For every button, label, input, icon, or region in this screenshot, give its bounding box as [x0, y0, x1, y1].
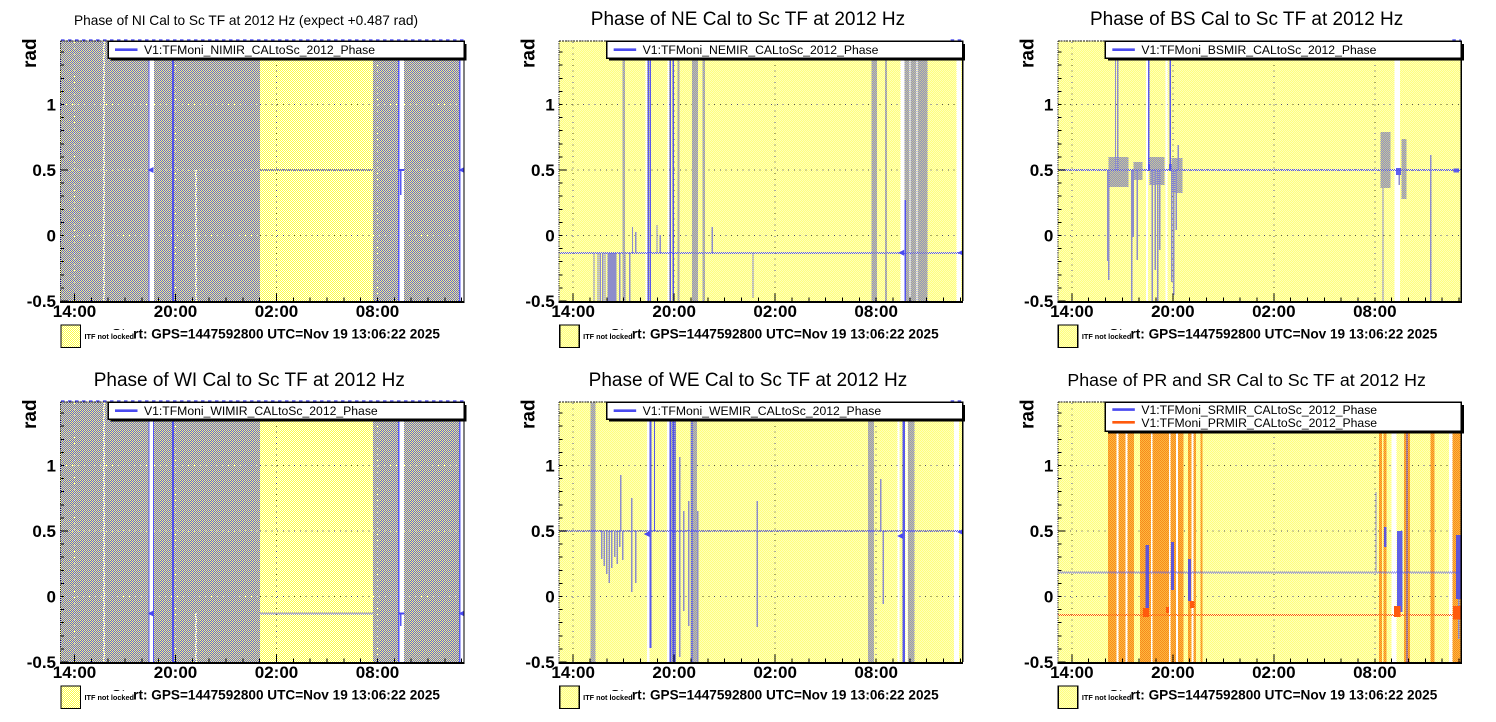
- svg-text:0: 0: [545, 588, 554, 607]
- svg-text:V1:TFMoni_WEMIR_CALtoSc_2012_P: V1:TFMoni_WEMIR_CALtoSc_2012_Phase: [643, 404, 882, 418]
- svg-text:02:00: 02:00: [255, 663, 298, 682]
- svg-text:02:00: 02:00: [1252, 302, 1295, 321]
- svg-text:20:00: 20:00: [154, 302, 197, 321]
- svg-text:0: 0: [1044, 588, 1053, 607]
- svg-text:08:00: 08:00: [854, 663, 897, 682]
- svg-text:20:00: 20:00: [1151, 663, 1194, 682]
- svg-text:Start: GPS=1447592800 UTC=Nov: Start: GPS=1447592800 UTC=Nov 19 13:06:2…: [112, 688, 440, 703]
- svg-text:0: 0: [47, 588, 56, 607]
- svg-text:rad: rad: [1017, 38, 1038, 68]
- svg-text:Start: GPS=1447592800 UTC=Nov: Start: GPS=1447592800 UTC=Nov 19 13:06:2…: [1109, 327, 1437, 342]
- svg-text:-0.5: -0.5: [525, 653, 554, 672]
- svg-text:20:00: 20:00: [652, 302, 695, 321]
- svg-text:1: 1: [545, 457, 554, 476]
- svg-text:rad: rad: [519, 38, 540, 68]
- svg-text:1: 1: [545, 96, 554, 115]
- svg-text:V1:TFMoni_NEMIR_CALtoSc_2012_P: V1:TFMoni_NEMIR_CALtoSc_2012_Phase: [643, 43, 879, 57]
- svg-text:1: 1: [1044, 457, 1053, 476]
- svg-text:02:00: 02:00: [753, 302, 796, 321]
- svg-text:1: 1: [47, 457, 56, 476]
- svg-text:0.5: 0.5: [531, 161, 555, 180]
- svg-text:Phase of BS Cal to Sc TF at 20: Phase of BS Cal to Sc TF at 2012 Hz: [1090, 9, 1403, 30]
- svg-text:Phase of WE Cal to Sc TF at 20: Phase of WE Cal to Sc TF at 2012 Hz: [589, 370, 908, 391]
- svg-text:Phase of PR and SR Cal to Sc T: Phase of PR and SR Cal to Sc TF at 2012 …: [1067, 370, 1425, 390]
- svg-text:14:00: 14:00: [1050, 663, 1093, 682]
- svg-text:ITF not locked: ITF not locked: [583, 332, 632, 341]
- svg-text:20:00: 20:00: [652, 663, 695, 682]
- svg-text:08:00: 08:00: [1353, 663, 1396, 682]
- svg-text:0.5: 0.5: [1030, 522, 1054, 541]
- svg-text:Phase of NE Cal to Sc TF at 20: Phase of NE Cal to Sc TF at 2012 Hz: [591, 9, 905, 30]
- svg-text:02:00: 02:00: [753, 663, 796, 682]
- svg-text:14:00: 14:00: [53, 663, 96, 682]
- svg-text:0.5: 0.5: [32, 522, 56, 541]
- svg-text:0: 0: [47, 227, 56, 246]
- svg-text:0.5: 0.5: [1030, 161, 1054, 180]
- svg-text:rad: rad: [20, 399, 41, 429]
- svg-text:-0.5: -0.5: [27, 292, 56, 311]
- svg-text:0: 0: [545, 227, 554, 246]
- svg-text:08:00: 08:00: [356, 663, 399, 682]
- svg-text:Start: GPS=1447592800 UTC=Nov: Start: GPS=1447592800 UTC=Nov 19 13:06:2…: [611, 327, 939, 342]
- svg-text:Start: GPS=1447592800 UTC=Nov: Start: GPS=1447592800 UTC=Nov 19 13:06:2…: [611, 688, 939, 703]
- svg-text:Phase of NI Cal to Sc TF at 20: Phase of NI Cal to Sc TF at 2012 Hz (exp…: [74, 13, 418, 28]
- svg-text:08:00: 08:00: [356, 302, 399, 321]
- svg-text:0: 0: [1044, 227, 1053, 246]
- svg-text:rad: rad: [20, 38, 41, 68]
- svg-text:rad: rad: [519, 399, 540, 429]
- svg-text:1: 1: [47, 96, 56, 115]
- svg-text:-0.5: -0.5: [1024, 653, 1053, 672]
- svg-text:0.5: 0.5: [531, 522, 555, 541]
- svg-text:V1:TFMoni_WIMIR_CALtoSc_2012_P: V1:TFMoni_WIMIR_CALtoSc_2012_Phase: [144, 404, 378, 418]
- svg-text:rad: rad: [1017, 399, 1038, 429]
- svg-text:ITF not locked: ITF not locked: [1082, 693, 1131, 702]
- svg-text:ITF not locked: ITF not locked: [1082, 332, 1131, 341]
- svg-text:-0.5: -0.5: [1024, 292, 1053, 311]
- svg-text:14:00: 14:00: [53, 302, 96, 321]
- svg-text:-0.5: -0.5: [27, 653, 56, 672]
- svg-text:20:00: 20:00: [154, 663, 197, 682]
- svg-text:Start: GPS=1447592800 UTC=Nov: Start: GPS=1447592800 UTC=Nov 19 13:06:2…: [1109, 688, 1437, 703]
- svg-text:1: 1: [1044, 96, 1053, 115]
- svg-text:02:00: 02:00: [1252, 663, 1295, 682]
- svg-text:ITF not locked: ITF not locked: [85, 693, 134, 702]
- svg-text:V1:TFMoni_SRMIR_CALtoSc_2012_P: V1:TFMoni_SRMIR_CALtoSc_2012_Phase: [1141, 403, 1377, 417]
- svg-text:V1:TFMoni_PRMIR_CALtoSc_2012_P: V1:TFMoni_PRMIR_CALtoSc_2012_Phase: [1141, 416, 1377, 430]
- svg-text:Start: GPS=1447592800 UTC=Nov: Start: GPS=1447592800 UTC=Nov 19 13:06:2…: [112, 327, 440, 342]
- svg-text:14:00: 14:00: [551, 302, 594, 321]
- svg-text:08:00: 08:00: [854, 302, 897, 321]
- svg-text:02:00: 02:00: [255, 302, 298, 321]
- svg-text:0.5: 0.5: [32, 161, 56, 180]
- svg-text:08:00: 08:00: [1353, 302, 1396, 321]
- svg-text:V1:TFMoni_BSMIR_CALtoSc_2012_P: V1:TFMoni_BSMIR_CALtoSc_2012_Phase: [1141, 43, 1376, 57]
- svg-text:14:00: 14:00: [1050, 302, 1093, 321]
- svg-text:V1:TFMoni_NIMIR_CALtoSc_2012_P: V1:TFMoni_NIMIR_CALtoSc_2012_Phase: [144, 43, 375, 57]
- svg-text:14:00: 14:00: [551, 663, 594, 682]
- svg-text:20:00: 20:00: [1151, 302, 1194, 321]
- svg-text:ITF not locked: ITF not locked: [85, 332, 134, 341]
- svg-text:-0.5: -0.5: [525, 292, 554, 311]
- svg-text:ITF not locked: ITF not locked: [583, 693, 632, 702]
- svg-text:Phase of WI Cal to Sc TF at 20: Phase of WI Cal to Sc TF at 2012 Hz: [94, 370, 405, 391]
